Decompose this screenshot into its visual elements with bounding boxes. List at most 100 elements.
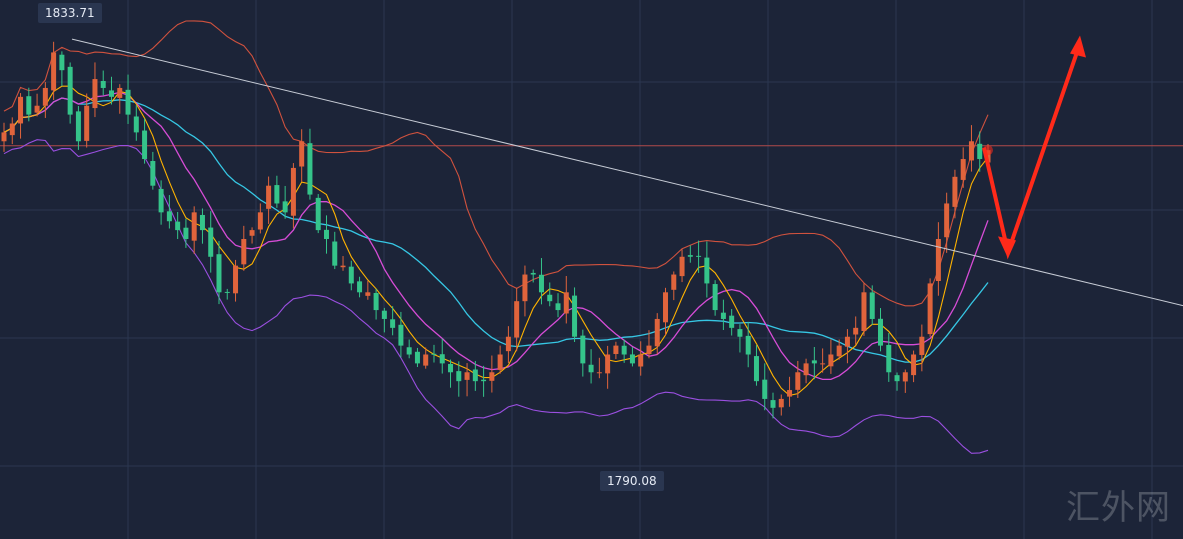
candle-body xyxy=(299,141,305,167)
candle-body xyxy=(489,372,495,381)
candle-body xyxy=(720,312,726,319)
ma-mid-line xyxy=(3,91,989,381)
price-high-label: 1833.71 xyxy=(38,3,102,23)
candle-body xyxy=(357,281,363,293)
trendline xyxy=(71,38,1183,307)
candle-body xyxy=(629,354,635,364)
candle-body xyxy=(249,230,255,236)
candle-body xyxy=(514,301,520,338)
candle-body xyxy=(911,354,917,376)
price-low-label: 1790.08 xyxy=(600,471,664,491)
candle-body xyxy=(414,351,420,364)
candle-body xyxy=(952,176,958,207)
candle-body xyxy=(663,292,669,323)
candle-body xyxy=(26,96,32,115)
bollinger-lower-line xyxy=(3,139,989,454)
candle-body xyxy=(588,364,594,373)
candle-body xyxy=(902,372,908,382)
candle-body xyxy=(117,87,123,98)
candle-body xyxy=(530,272,536,275)
candle-body xyxy=(795,372,801,390)
candle-body xyxy=(944,203,950,238)
candle-body xyxy=(464,372,470,380)
descending-trendline xyxy=(71,38,1183,307)
candle-body xyxy=(753,356,759,382)
candle-body xyxy=(712,284,718,311)
forecast-path xyxy=(982,42,1082,260)
candle-body xyxy=(778,398,784,408)
candle-body xyxy=(373,292,379,311)
candle-body xyxy=(696,255,702,257)
candle-body xyxy=(596,372,602,374)
candle-body xyxy=(406,347,412,355)
candle-body xyxy=(100,80,106,88)
candle-body xyxy=(348,266,354,284)
candle-body xyxy=(538,274,544,293)
ma-fast-line xyxy=(3,85,989,396)
candle-body xyxy=(861,292,867,332)
last-price-glow xyxy=(983,145,993,156)
candle-body xyxy=(853,327,859,335)
candle-body xyxy=(894,375,900,382)
candle-body xyxy=(423,354,429,366)
candle-body xyxy=(844,336,850,347)
candle-body xyxy=(175,221,181,231)
candle-body xyxy=(340,265,346,268)
candlesticks xyxy=(1,41,991,419)
candle-body xyxy=(208,227,214,257)
candle-body xyxy=(828,354,834,367)
candle-body xyxy=(621,345,627,355)
ma-slow-line xyxy=(3,97,989,363)
candle-body xyxy=(150,161,156,186)
candle-body xyxy=(241,239,247,265)
watermark-logo: 汇外网 xyxy=(1066,488,1171,528)
candle-body xyxy=(51,52,57,91)
candle-body xyxy=(687,255,693,257)
candle-body xyxy=(456,371,462,382)
arrowhead-down xyxy=(998,236,1016,259)
candle-body xyxy=(646,345,652,355)
candle-body xyxy=(770,400,776,408)
candle-body xyxy=(59,54,65,71)
candle-body xyxy=(398,324,404,346)
candle-body xyxy=(605,354,611,374)
candle-body xyxy=(580,335,586,364)
candle-body xyxy=(836,345,842,357)
candle-body xyxy=(18,96,24,124)
candle-body xyxy=(381,310,387,319)
candle-body xyxy=(638,354,644,367)
candle-body xyxy=(448,363,454,373)
candle-body xyxy=(315,197,321,231)
candle-body xyxy=(555,303,561,311)
candle-body xyxy=(67,66,73,115)
candle-body xyxy=(431,353,437,355)
candle-body xyxy=(266,185,272,209)
candle-body xyxy=(729,315,735,328)
candle-body xyxy=(886,345,892,373)
candle-body xyxy=(919,336,925,355)
candle-body xyxy=(42,87,48,106)
candle-body xyxy=(183,227,189,239)
candle-body xyxy=(679,256,685,277)
candle-body xyxy=(84,105,90,141)
candle-body xyxy=(216,254,222,293)
candle-body xyxy=(9,123,15,136)
candle-body xyxy=(274,185,280,204)
candle-body xyxy=(522,274,528,302)
candle-body xyxy=(654,318,660,347)
candle-body xyxy=(158,188,164,213)
candle-body xyxy=(787,390,793,397)
candle-body xyxy=(505,336,511,352)
candle-body xyxy=(125,89,131,115)
candle-body xyxy=(613,345,619,355)
candle-body xyxy=(704,257,710,284)
candle-body xyxy=(307,143,313,195)
candle-body xyxy=(481,379,487,382)
candle-body xyxy=(390,319,396,328)
candle-body xyxy=(762,379,768,399)
candle-body xyxy=(75,111,81,142)
candle-body xyxy=(233,265,239,294)
forecast-arrow xyxy=(982,35,1086,260)
candle-body xyxy=(199,214,205,231)
